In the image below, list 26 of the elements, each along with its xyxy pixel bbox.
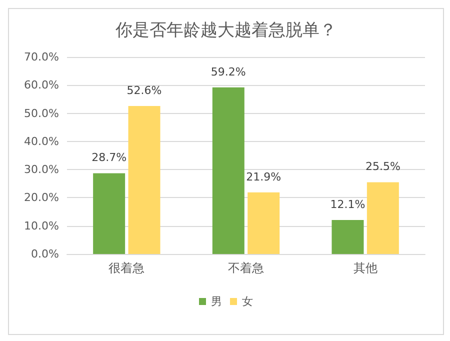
y-tick-label: 10.0%	[24, 219, 59, 232]
y-tick-label: 30.0%	[24, 163, 59, 176]
y-tick-label: 0.0%	[31, 248, 59, 260]
y-tick-label: 40.0%	[24, 134, 59, 148]
y-tick-label: 60.0%	[24, 78, 59, 92]
y-tick-label: 20.0%	[24, 191, 59, 204]
data-label: 59.2%	[210, 65, 246, 78]
legend-label: 男	[211, 295, 222, 308]
x-tick-label: 很着急	[108, 261, 145, 275]
data-label: 12.1%	[330, 198, 366, 211]
y-tick-label: 50.0%	[24, 106, 59, 120]
bar	[332, 220, 364, 254]
bar	[212, 87, 244, 254]
legend-label: 女	[242, 295, 253, 308]
bar	[128, 106, 160, 254]
bar	[93, 173, 126, 254]
data-label: 25.5%	[365, 160, 400, 174]
bar	[366, 182, 399, 254]
x-tick-label: 其他	[353, 261, 378, 275]
chart-title: 你是否年龄越大越着急脱单？	[114, 20, 336, 40]
data-label: 52.6%	[126, 84, 162, 97]
data-label: 21.9%	[246, 170, 282, 184]
data-label: 28.7%	[92, 151, 127, 164]
x-tick-label: 不着急	[228, 261, 264, 275]
y-tick-label: 70.0%	[24, 50, 59, 64]
bar	[248, 192, 280, 254]
